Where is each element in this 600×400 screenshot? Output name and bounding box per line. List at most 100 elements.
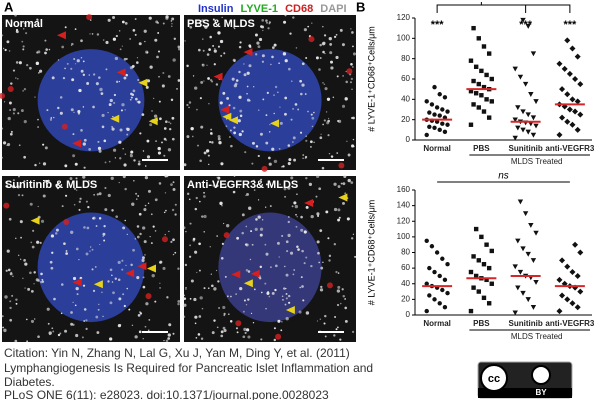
nucleus [241, 231, 244, 235]
dot [486, 115, 492, 120]
nucleus [168, 127, 172, 131]
cd68-cell [223, 232, 230, 239]
dot [429, 244, 435, 249]
nucleus [344, 306, 348, 310]
nucleus [241, 130, 244, 133]
nucleus [69, 177, 73, 180]
nucleus [242, 310, 245, 313]
dot [520, 17, 526, 23]
nucleus [189, 244, 191, 247]
nucleus [326, 97, 331, 101]
nucleus [98, 192, 102, 196]
dot [484, 97, 489, 102]
nucleus [8, 50, 11, 52]
nucleus [85, 200, 88, 203]
nucleus [83, 320, 86, 322]
nucleus [29, 66, 32, 70]
nucleus [112, 37, 117, 41]
nucleus [246, 93, 248, 95]
nucleus [320, 266, 324, 270]
nucleus [222, 305, 226, 310]
nucleus [216, 269, 218, 272]
nucleus [125, 127, 129, 130]
dot [468, 122, 474, 127]
nucleus [172, 181, 175, 184]
nucleus [248, 206, 252, 210]
nucleus [203, 287, 206, 290]
nucleus [138, 212, 142, 216]
nucleus [73, 57, 76, 60]
nucleus [130, 150, 134, 154]
nucleus [85, 327, 88, 330]
nucleus [218, 141, 222, 145]
nucleus [182, 226, 186, 229]
nucleus [285, 317, 289, 321]
nucleus [271, 55, 274, 59]
nucleus [305, 311, 310, 315]
nucleus [316, 320, 319, 322]
nucleus [3, 328, 7, 333]
nucleus [124, 219, 127, 222]
nucleus [7, 268, 11, 272]
nucleus [90, 246, 92, 248]
nucleus [132, 29, 136, 32]
nucleus [74, 63, 77, 65]
nucleus [2, 47, 5, 50]
nucleus [101, 113, 105, 117]
nucleus [12, 275, 14, 277]
nucleus [332, 96, 335, 99]
nucleus [236, 331, 239, 334]
nucleus [238, 70, 241, 74]
nucleus [115, 34, 118, 38]
nucleus [333, 243, 337, 246]
nucleus [74, 28, 77, 31]
cd68-cell [161, 236, 168, 243]
nucleus [50, 266, 54, 270]
dot [574, 304, 581, 311]
nucleus [146, 79, 151, 83]
nucleus [109, 98, 113, 103]
nucleus [321, 166, 325, 170]
dot [533, 230, 539, 236]
nucleus [295, 225, 298, 228]
nucleus [149, 123, 153, 127]
nucleus [148, 16, 152, 20]
nucleus [344, 298, 346, 300]
nucleus [285, 292, 288, 295]
nucleus [123, 163, 127, 167]
nucleus [285, 273, 289, 277]
nucleus [271, 147, 275, 151]
nucleus [170, 25, 173, 28]
nucleus [283, 187, 287, 191]
nucleus [299, 286, 302, 289]
cd68-cell [63, 218, 70, 225]
cd68-cell [7, 85, 14, 92]
y-tick-label: 120 [397, 216, 411, 225]
dot [476, 105, 481, 110]
nucleus [161, 84, 165, 88]
dot [577, 81, 584, 88]
dot [528, 222, 534, 228]
nucleus [245, 243, 249, 247]
nucleus [222, 326, 226, 330]
nucleus [259, 227, 264, 231]
nucleus [351, 330, 355, 334]
nucleus [6, 40, 10, 44]
nucleus [201, 307, 204, 310]
arrowhead [138, 78, 148, 87]
dot [471, 78, 476, 84]
nucleus [246, 71, 250, 75]
dot [515, 125, 521, 131]
nucleus [269, 124, 271, 126]
nucleus [42, 162, 47, 166]
nucleus [182, 315, 186, 318]
nucleus [273, 338, 277, 342]
nucleus [31, 245, 35, 249]
cd68-cell [3, 202, 10, 209]
nucleus [108, 160, 111, 163]
nucleus [287, 216, 290, 218]
nucleus [2, 326, 4, 329]
nucleus [167, 75, 171, 78]
nucleus [26, 340, 29, 343]
nucleus [233, 175, 236, 177]
